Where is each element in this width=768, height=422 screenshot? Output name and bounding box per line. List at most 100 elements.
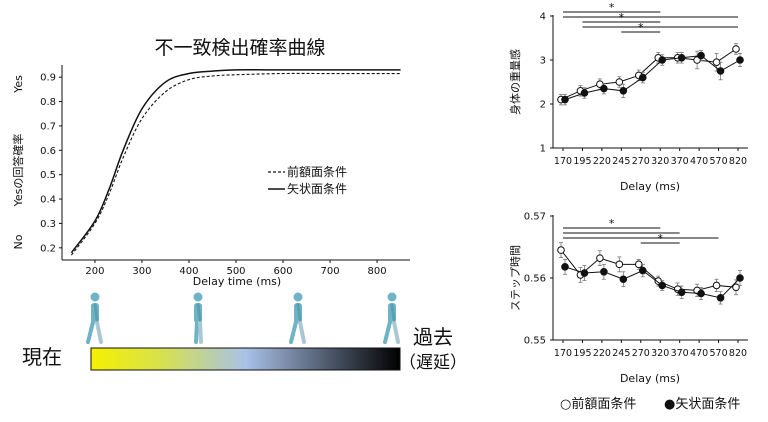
y-axis-label: ステップ時間 xyxy=(509,245,522,311)
x-tick-label: 570 xyxy=(709,156,727,167)
x-tick-label: 800 xyxy=(368,266,387,277)
y-tick-label: 0.7 xyxy=(40,121,56,132)
psychometric-chart: 不一致検出確率曲線 0.2 0.3 0.4 0.5 0.6 0.7 0.8 0.9 200 30… xyxy=(11,37,410,288)
x-tick-labels: 170 195 220 245 270 320 370 470 570 820 xyxy=(554,340,747,359)
data-point-filled xyxy=(580,269,589,277)
data-point-filled xyxy=(561,263,569,271)
leg-back xyxy=(194,320,199,344)
significance-star: * xyxy=(657,232,663,245)
data-point-open xyxy=(615,78,624,86)
data-point-filled xyxy=(619,275,628,284)
series-line-sagittal xyxy=(564,55,741,101)
x-tick-label: 195 xyxy=(573,348,591,359)
x-axis-label: Delay time (ms) xyxy=(193,275,281,288)
y-tick-label: 4 xyxy=(540,12,546,23)
y-tick-label: 0.55 xyxy=(524,336,546,347)
leg-front xyxy=(298,320,306,344)
data-point-filled xyxy=(619,87,628,95)
curve-sagittal xyxy=(70,69,401,254)
y-tick-label: 0.5 xyxy=(40,170,56,181)
data-point-filled xyxy=(600,268,608,276)
legend-label-sagittal: 矢状面条件 xyxy=(287,182,347,196)
curves xyxy=(70,69,401,256)
significance-star: * xyxy=(619,11,625,24)
y-tick-labels: 1 2 3 4 xyxy=(540,12,553,155)
x-tick-label: 170 xyxy=(554,156,572,167)
data-point-filled xyxy=(561,95,569,104)
y-label-yes: Yes xyxy=(12,75,25,94)
data-point-open xyxy=(596,254,604,262)
data-point-filled xyxy=(677,54,686,62)
arm xyxy=(93,303,99,322)
data-point-filled xyxy=(716,294,725,302)
x-tick-label: 270 xyxy=(632,348,650,359)
data-point-filled xyxy=(638,266,647,275)
data-point-open xyxy=(557,246,565,254)
x-tick-label: 470 xyxy=(690,348,708,359)
x-tick-label: 220 xyxy=(593,156,611,167)
x-tick-label: 220 xyxy=(593,348,611,359)
y-tick-label: 0.6 xyxy=(40,146,56,157)
walking-figures xyxy=(86,292,400,344)
data-point-filled xyxy=(716,67,725,75)
data-point-open xyxy=(732,283,740,292)
arm xyxy=(296,303,302,322)
x-tick-label: 270 xyxy=(632,156,650,167)
series-line-frontal xyxy=(560,48,737,101)
data-point-filled xyxy=(736,56,744,64)
x-tick-label: 200 xyxy=(85,266,104,277)
legend: 前額面条件 矢状面条件 xyxy=(268,164,347,196)
y-tick-labels: 0.2 0.3 0.4 0.5 0.6 0.7 0.8 0.9 xyxy=(40,73,62,254)
y-tick-label: 0.57 xyxy=(524,212,546,223)
y-tick-labels: 0.55 0.56 0.57 xyxy=(524,212,553,347)
series xyxy=(557,242,744,305)
series xyxy=(557,43,744,106)
x-tick-label: 320 xyxy=(651,348,669,359)
y-tick-label: 0.4 xyxy=(40,195,56,206)
x-tick-label: 245 xyxy=(612,348,630,359)
x-tick-label: 570 xyxy=(709,348,727,359)
x-tick-label: 500 xyxy=(226,266,245,277)
legend-filled-label: ●矢状面条件 xyxy=(664,396,740,412)
x-tick-label: 700 xyxy=(321,266,340,277)
heaviness-chart: 1 2 3 4 170 195 220 245 270 320 370 470 570 820 * ** … xyxy=(508,1,748,193)
x-tick-label: 195 xyxy=(573,156,591,167)
significance-star: * xyxy=(609,217,615,230)
head xyxy=(293,292,303,302)
leg-back xyxy=(289,320,298,344)
y-tick-label: 0.56 xyxy=(524,274,546,285)
leg-front xyxy=(95,320,103,344)
leg-back xyxy=(86,320,95,344)
x-tick-label: 300 xyxy=(132,266,151,277)
past-label: 過去 xyxy=(413,325,453,349)
curve-frontal xyxy=(70,72,401,256)
y-axis-label: Yesの回答確率 xyxy=(11,134,25,208)
walking-person-3 xyxy=(289,292,306,344)
data-point-open xyxy=(712,281,721,290)
series-line-sagittal xyxy=(564,266,741,299)
significance-star: * xyxy=(638,21,644,34)
data-point-filled xyxy=(600,84,608,93)
significance-star: * xyxy=(609,1,615,14)
legend-open-label: ○前額面条件 xyxy=(560,396,636,412)
significance-brackets: ** xyxy=(563,217,719,245)
y-label-no: No xyxy=(12,234,25,249)
x-tick-label: 370 xyxy=(671,156,689,167)
bottom-legend: ○前額面条件 ●矢状面条件 xyxy=(560,396,740,412)
leg-front xyxy=(392,320,400,344)
y-tick-label: 3 xyxy=(540,56,546,67)
x-tick-label: 320 xyxy=(651,156,669,167)
walking-person-1 xyxy=(86,292,103,344)
x-tick-label: 470 xyxy=(690,156,708,167)
delay-gradient-bar xyxy=(90,347,401,371)
walking-person-2 xyxy=(193,292,203,344)
significance-brackets: * * * xyxy=(563,1,738,34)
y-tick-label: 0.8 xyxy=(40,97,56,108)
data-point-filled xyxy=(697,289,705,298)
x-tick-label: 820 xyxy=(729,348,747,359)
head xyxy=(387,292,397,302)
arm xyxy=(196,303,202,322)
x-tick-label: 820 xyxy=(729,156,747,167)
timeline: 現在 過去 （遅延） xyxy=(22,325,467,373)
